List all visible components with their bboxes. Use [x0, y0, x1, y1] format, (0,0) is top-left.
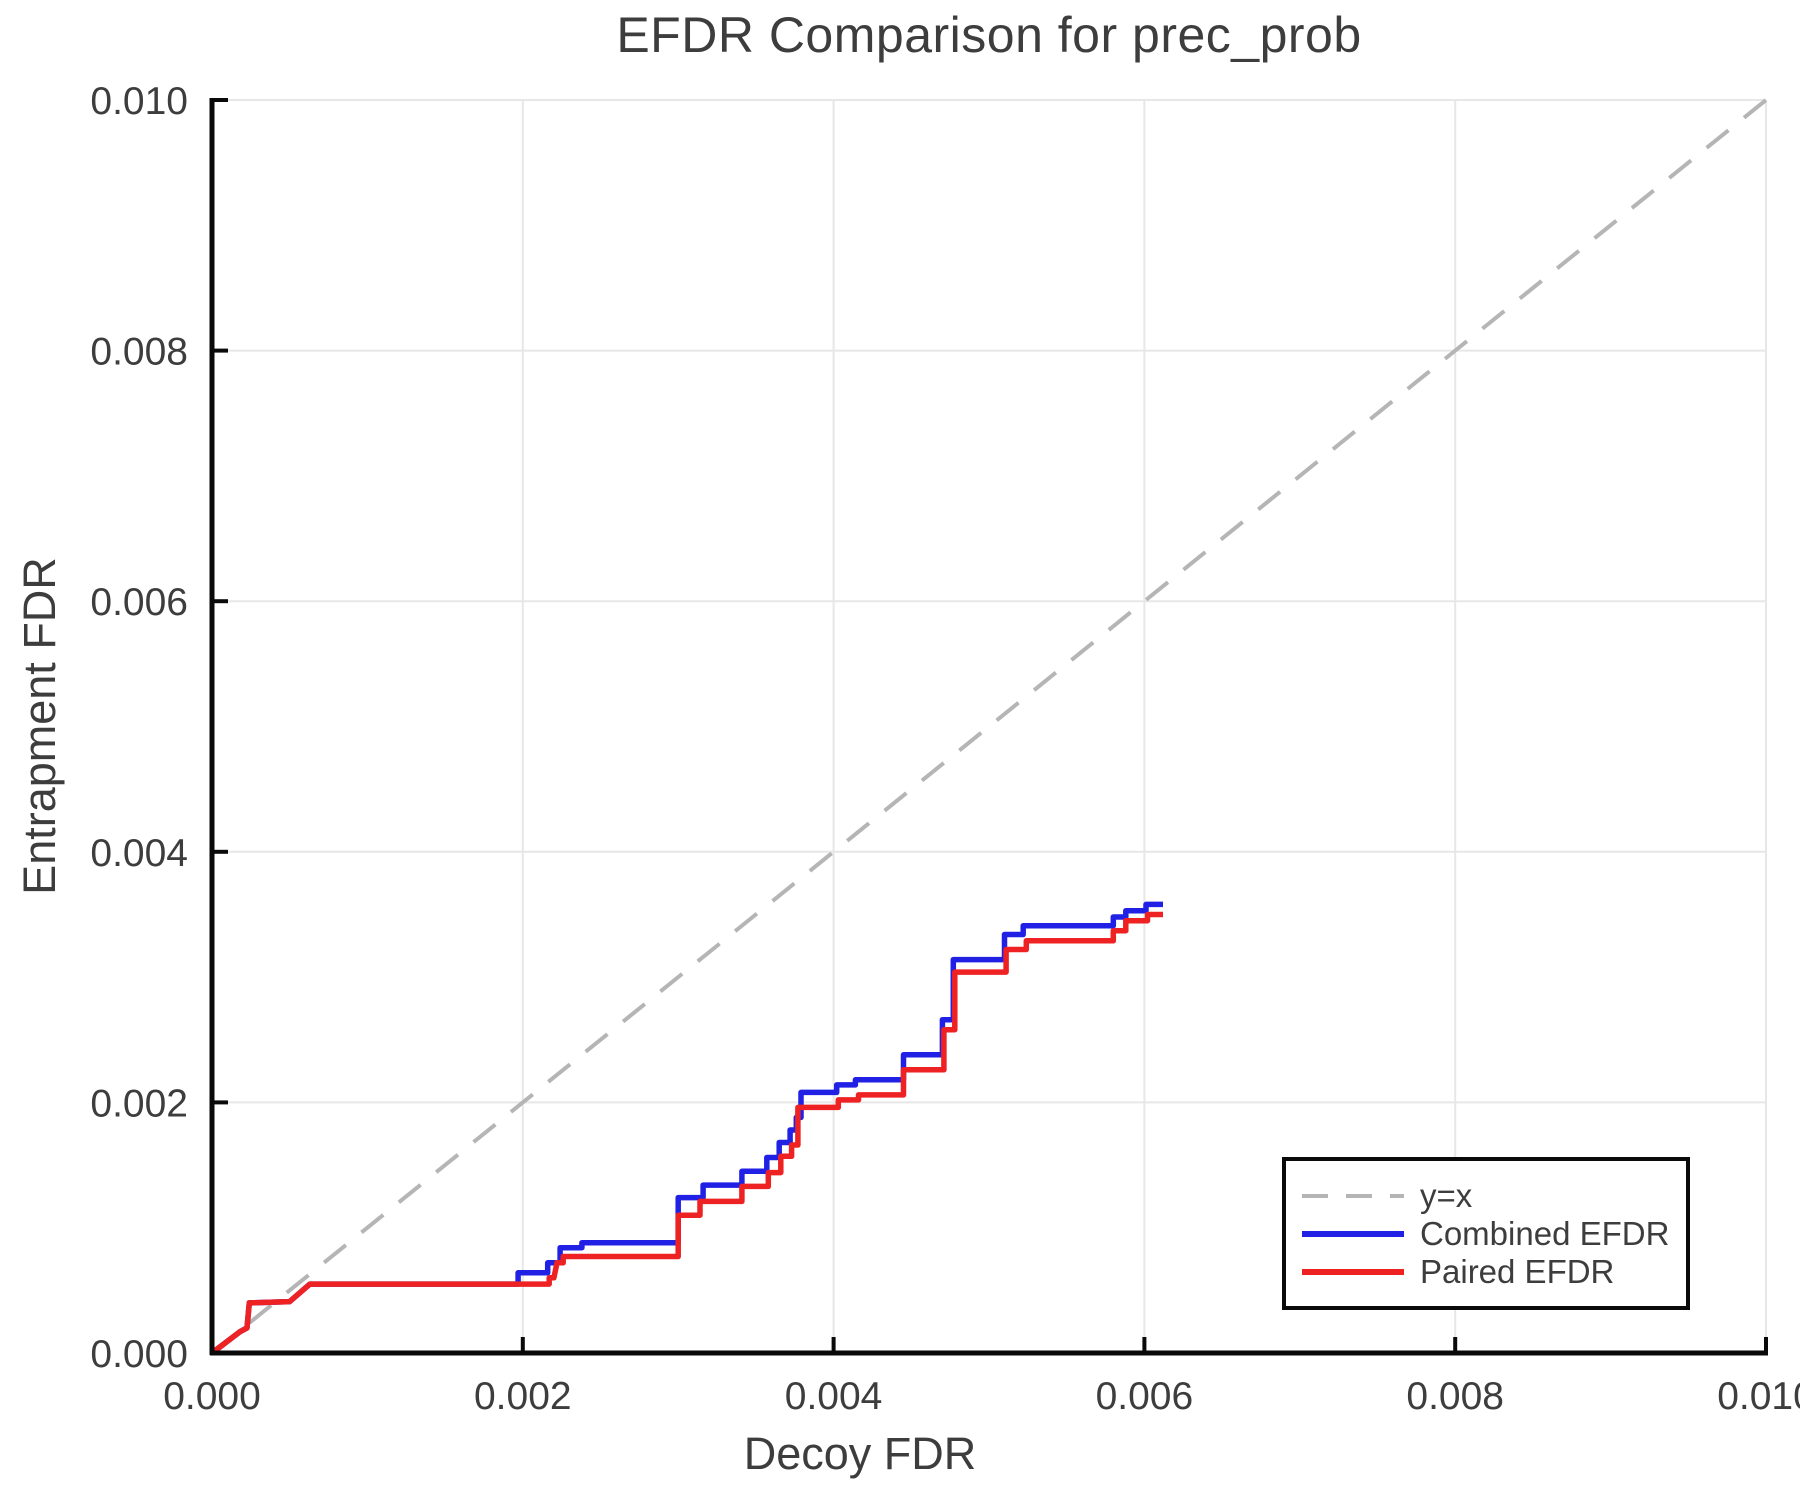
x-tick-label: 0.004 — [785, 1375, 883, 1418]
legend-entry-identity: y=x — [1302, 1177, 1686, 1215]
legend-entry-label-identity: y=x — [1420, 1177, 1473, 1214]
x-axis-title: Decoy FDR — [743, 1428, 977, 1479]
y-tick-label: 0.006 — [90, 581, 188, 624]
x-tick-label: 0.010 — [1717, 1375, 1800, 1418]
x-tick-label: 0.002 — [474, 1375, 572, 1418]
series-line-paired — [210, 911, 1163, 1356]
series-line-combined — [210, 901, 1163, 1356]
legend-line-sample-combined — [1302, 1230, 1404, 1237]
y-tick-label: 0.008 — [90, 331, 188, 374]
y-tick-label: 0.002 — [90, 1082, 188, 1125]
x-tick-label: 0.000 — [163, 1375, 261, 1418]
x-tick-label: 0.008 — [1406, 1375, 1504, 1418]
y-axis-title: Entrapment FDR — [14, 557, 65, 895]
legend-entry-combined: Combined EFDR — [1302, 1215, 1686, 1253]
y-tick-label: 0.004 — [90, 832, 188, 875]
legend-entry-paired: Paired EFDR — [1302, 1253, 1686, 1291]
y-tick-label: 0.000 — [90, 1333, 188, 1376]
y-tick-label: 0.010 — [90, 80, 188, 123]
legend-entry-label-combined: Combined EFDR — [1420, 1215, 1670, 1252]
legend-entry-label-paired: Paired EFDR — [1420, 1253, 1615, 1290]
legend: y=x Combined EFDR Paired EFDR — [1282, 1157, 1690, 1310]
x-tick-label: 0.006 — [1096, 1375, 1194, 1418]
legend-line-sample-paired — [1302, 1268, 1404, 1275]
chart-title: EFDR Comparison for prec_prob — [616, 7, 1362, 63]
legend-line-sample-identity — [1302, 1193, 1404, 1198]
